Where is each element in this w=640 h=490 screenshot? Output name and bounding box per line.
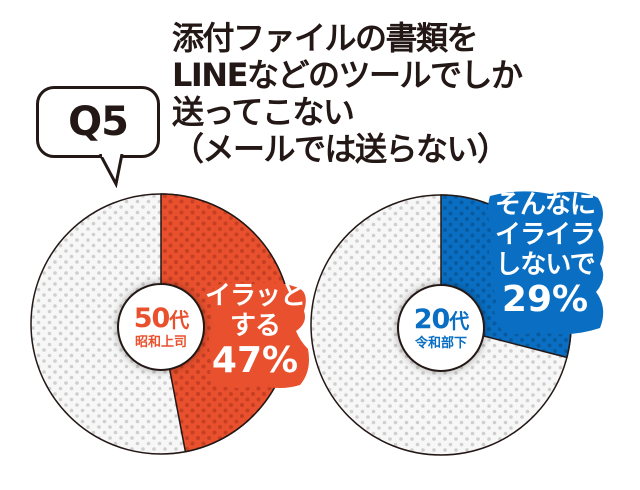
center-badge-50s: 50代 昭和上司	[117, 283, 205, 371]
speech-tail-icon	[98, 154, 124, 188]
question-title: 添付ファイルの書類を LINEなどのツールでしか 送ってこない （メールでは送ら…	[172, 19, 523, 168]
role-label: 令和部下	[414, 335, 467, 351]
label-bubble-shape	[208, 282, 309, 388]
title-line: 添付ファイルの書類を	[172, 19, 479, 57]
question-badge: Q5	[36, 86, 160, 158]
age-number: 20	[413, 303, 451, 335]
pie-chart-20s: そんなに イライラ しないで 29% 20代 令和部下	[310, 190, 604, 458]
question-number: Q5	[68, 99, 129, 145]
title-line: 送ってこない	[172, 93, 355, 131]
center-badge-20s: 20代 令和部下	[397, 284, 485, 372]
label-bubble-shape	[487, 191, 604, 335]
pie-label-50s: イラッと する 47%	[202, 281, 308, 381]
percent-value: 47%	[211, 340, 299, 381]
title-line: （メールでは送らない）	[172, 130, 509, 168]
pie-chart-50s: イラッと する 47% 50代 昭和上司	[30, 193, 309, 457]
pie-label-20s: そんなに イライラ しないで 29%	[484, 190, 606, 320]
role-label: 昭和上司	[134, 334, 187, 350]
age-number: 50	[133, 302, 171, 334]
percent-value: 29%	[501, 279, 589, 320]
title-line: LINEなどのツールでしか	[172, 56, 523, 94]
